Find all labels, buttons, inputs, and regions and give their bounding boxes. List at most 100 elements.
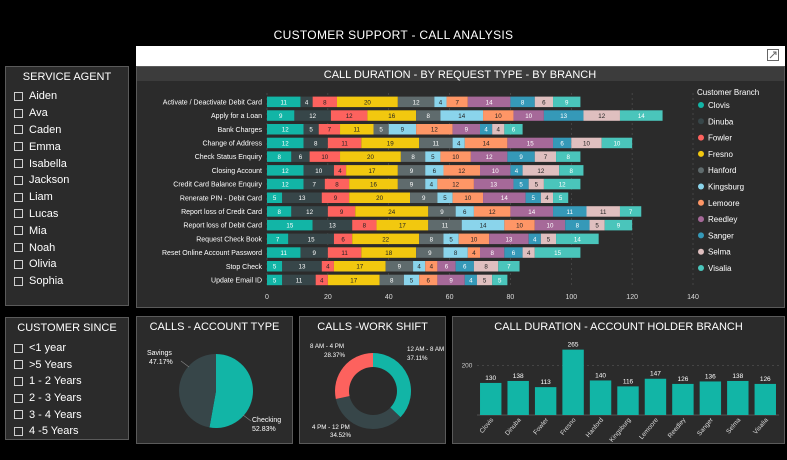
bar-segment-lemoore[interactable] — [458, 233, 490, 245]
bar-segment-fresno[interactable] — [367, 110, 417, 121]
expand-icon[interactable] — [767, 49, 779, 61]
bar-segment-fresno[interactable] — [346, 165, 398, 176]
bar-segment-dinuba[interactable] — [282, 261, 322, 272]
bar-kingsburg[interactable] — [617, 386, 639, 415]
checkbox-icon[interactable] — [14, 192, 23, 202]
service-agent-item-liam[interactable]: Liam — [14, 189, 69, 206]
bar-segment-hanford[interactable] — [397, 96, 435, 108]
service-agent-item-emma[interactable]: Emma — [14, 138, 69, 155]
service-agent-item-jackson[interactable]: Jackson — [14, 172, 69, 189]
bar-segment-clovis[interactable] — [267, 124, 304, 135]
bar-segment-reedley[interactable] — [452, 124, 480, 135]
bar-segment-fowler[interactable] — [333, 233, 353, 245]
bar-segment-lemoore[interactable] — [416, 124, 453, 135]
bar-segment-fresno[interactable] — [361, 137, 420, 149]
bar-segment-fresno[interactable] — [361, 247, 417, 258]
bar-segment-dinuba[interactable] — [282, 192, 322, 204]
bar-segment-visalia[interactable] — [556, 151, 581, 162]
customer-since-item-5-years[interactable]: >5 Years — [14, 357, 82, 374]
bar-segment-selma[interactable] — [540, 192, 554, 204]
bar-segment-fresno[interactable] — [376, 219, 429, 231]
service-agent-item-noah[interactable]: Noah — [14, 239, 69, 256]
bar-segment-fresno[interactable] — [355, 206, 429, 217]
customer-since-item-1-2-years[interactable]: 1 - 2 Years — [14, 373, 82, 390]
checkbox-icon[interactable] — [14, 209, 23, 219]
legend-item-dinuba[interactable]: Dinuba — [708, 117, 734, 126]
bar-segment-visalia[interactable] — [553, 96, 581, 108]
bar-segment-fresno[interactable] — [352, 233, 420, 245]
bar-segment-selma[interactable] — [528, 178, 544, 190]
checkbox-icon[interactable] — [14, 426, 23, 436]
bar-segment-dinuba[interactable] — [288, 233, 334, 245]
bar-segment-selma[interactable] — [476, 274, 493, 286]
bar-selma[interactable] — [727, 380, 749, 415]
service-agent-item-isabella[interactable]: Isabella — [14, 155, 69, 172]
bar-segment-sanger[interactable] — [543, 110, 584, 121]
legend-item-hanford[interactable]: Hanford — [708, 166, 736, 175]
legend-item-clovis[interactable]: Clovis — [708, 101, 730, 110]
bar-segment-fresno[interactable] — [333, 261, 386, 272]
bar-segment-lemoore[interactable] — [440, 151, 471, 162]
bar-segment-hanford[interactable] — [410, 192, 438, 204]
bar-segment-hanford[interactable] — [428, 206, 456, 217]
bar-segment-dinuba[interactable] — [291, 151, 310, 162]
bar-segment-hanford[interactable] — [416, 247, 444, 258]
bar-segment-selma[interactable] — [540, 233, 557, 245]
bar-segment-visalia[interactable] — [619, 206, 642, 217]
bar-segment-clovis[interactable] — [267, 192, 283, 204]
bar-segment-hanford[interactable] — [373, 124, 389, 135]
bar-segment-visalia[interactable] — [553, 192, 569, 204]
bar-segment-hanford[interactable] — [397, 178, 426, 190]
bar-segment-hanford[interactable] — [379, 274, 404, 286]
bar-segment-sanger[interactable] — [513, 178, 529, 190]
bar-segment-visalia[interactable] — [498, 261, 520, 272]
bar-segment-sanger[interactable] — [504, 247, 523, 258]
bar-segment-selma[interactable] — [583, 110, 620, 121]
bar-segment-hanford[interactable] — [428, 219, 462, 231]
legend-item-visalia[interactable]: Visalia — [708, 264, 732, 273]
checkbox-icon[interactable] — [14, 276, 23, 286]
bar-segment-fowler[interactable] — [321, 192, 350, 204]
service-agent-item-olivia[interactable]: Olivia — [14, 256, 69, 273]
bar-segment-reedley[interactable] — [489, 233, 529, 245]
checkbox-icon[interactable] — [14, 343, 23, 353]
bar-segment-visalia[interactable] — [604, 219, 633, 231]
bar-segment-lemoore[interactable] — [473, 206, 511, 217]
bar-segment-visalia[interactable] — [556, 233, 599, 245]
bar-segment-kingsburg[interactable] — [452, 137, 465, 149]
checkbox-icon[interactable] — [14, 125, 23, 135]
service-agent-item-caden[interactable]: Caden — [14, 122, 69, 139]
bar-segment-lemoore[interactable] — [419, 274, 438, 286]
bar-segment-clovis[interactable] — [267, 137, 304, 149]
bar-segment-kingsburg[interactable] — [403, 274, 420, 286]
bar-segment-clovis[interactable] — [267, 274, 283, 286]
bar-segment-hanford[interactable] — [419, 137, 453, 149]
bar-reedley[interactable] — [672, 383, 694, 415]
bar-clovis[interactable] — [480, 382, 502, 415]
bar-segment-clovis[interactable] — [267, 110, 295, 121]
bar-segment-selma[interactable] — [571, 137, 602, 149]
bar-segment-clovis[interactable] — [267, 247, 301, 258]
bar-segment-visalia[interactable] — [559, 165, 584, 176]
bar-segment-selma[interactable] — [534, 151, 557, 162]
bar-fowler[interactable] — [534, 387, 557, 415]
bar-segment-sanger[interactable] — [510, 165, 523, 176]
bar-segment-reedley[interactable] — [483, 192, 526, 204]
bar-segment-reedley[interactable] — [480, 247, 505, 258]
bar-segment-lemoore[interactable] — [437, 178, 474, 190]
bar-segment-sanger[interactable] — [553, 137, 572, 149]
bar-segment-kingsburg[interactable] — [413, 261, 426, 272]
bar-segment-clovis[interactable] — [267, 261, 283, 272]
bar-segment-selma[interactable] — [473, 261, 499, 272]
bar-segment-sanger[interactable] — [510, 96, 535, 108]
bar-dinuba[interactable] — [507, 380, 529, 415]
customer-since-item-3-4-years[interactable]: 3 - 4 Years — [14, 406, 82, 423]
checkbox-icon[interactable] — [14, 91, 23, 101]
bar-hanford[interactable] — [589, 380, 612, 415]
bar-segment-fresno[interactable] — [327, 274, 380, 286]
bar-segment-fowler[interactable] — [352, 219, 377, 231]
checkbox-icon[interactable] — [14, 142, 23, 152]
legend-item-sanger[interactable]: Sanger — [708, 231, 734, 240]
bar-segment-visalia[interactable] — [534, 247, 581, 258]
bar-segment-reedley[interactable] — [437, 261, 456, 272]
